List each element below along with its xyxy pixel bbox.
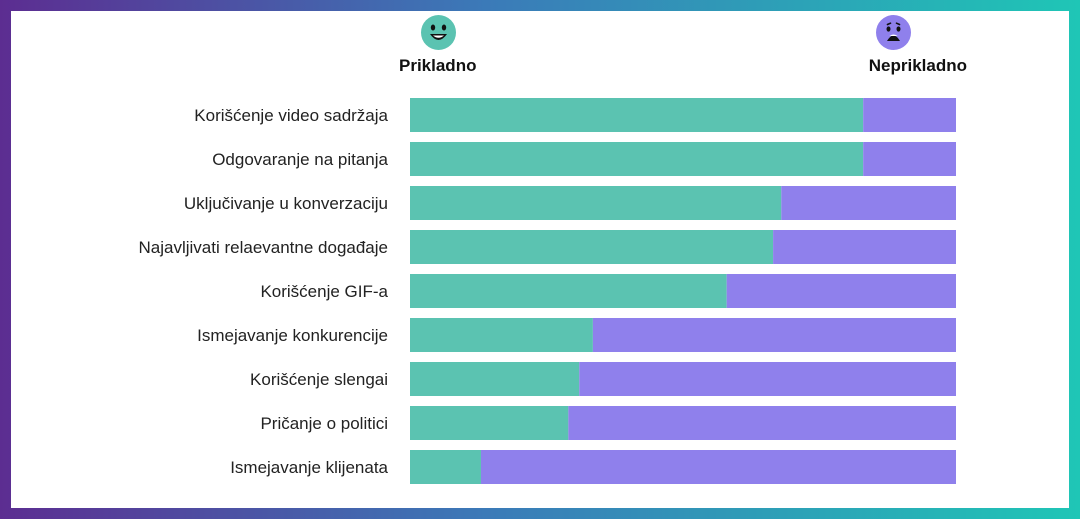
bar-appropriate	[410, 142, 864, 176]
category-label: Korišćenje GIF-a	[260, 282, 388, 301]
legend-inappropriate-label: Neprikladno	[868, 56, 967, 75]
bar-inappropriate	[568, 406, 956, 440]
category-label: Odgovaranje na pitanja	[212, 150, 388, 169]
bar-inappropriate	[863, 142, 956, 176]
bar-appropriate	[410, 362, 580, 396]
category-label: Ismejavanje konkurencije	[197, 326, 388, 345]
bar-inappropriate	[726, 274, 956, 308]
shocked-face-icon	[876, 15, 911, 50]
happy-face-icon	[421, 15, 456, 50]
bar-inappropriate	[863, 98, 956, 132]
category-label: Korišćenje slengai	[250, 370, 388, 389]
legend-appropriate-label: Prikladno	[399, 56, 477, 75]
category-label: Ismejavanje klijenata	[230, 458, 388, 477]
bar-appropriate	[410, 406, 569, 440]
bar-inappropriate	[480, 450, 956, 484]
category-label: Pričanje o politici	[260, 414, 388, 433]
bar-appropriate	[410, 450, 481, 484]
bar-appropriate	[410, 274, 727, 308]
bar-appropriate	[410, 318, 593, 352]
bar-inappropriate	[773, 230, 956, 264]
bar-inappropriate	[781, 186, 956, 220]
bar-appropriate	[410, 98, 864, 132]
bar-appropriate	[410, 230, 774, 264]
bar-inappropriate	[579, 362, 956, 396]
bar-inappropriate	[592, 318, 956, 352]
category-label: Uključivanje u konverzaciju	[184, 194, 388, 213]
category-label: Korišćenje video sadržaja	[194, 106, 388, 125]
category-label: Najavljivati relaevantne događaje	[139, 238, 389, 257]
bar-appropriate	[410, 186, 782, 220]
